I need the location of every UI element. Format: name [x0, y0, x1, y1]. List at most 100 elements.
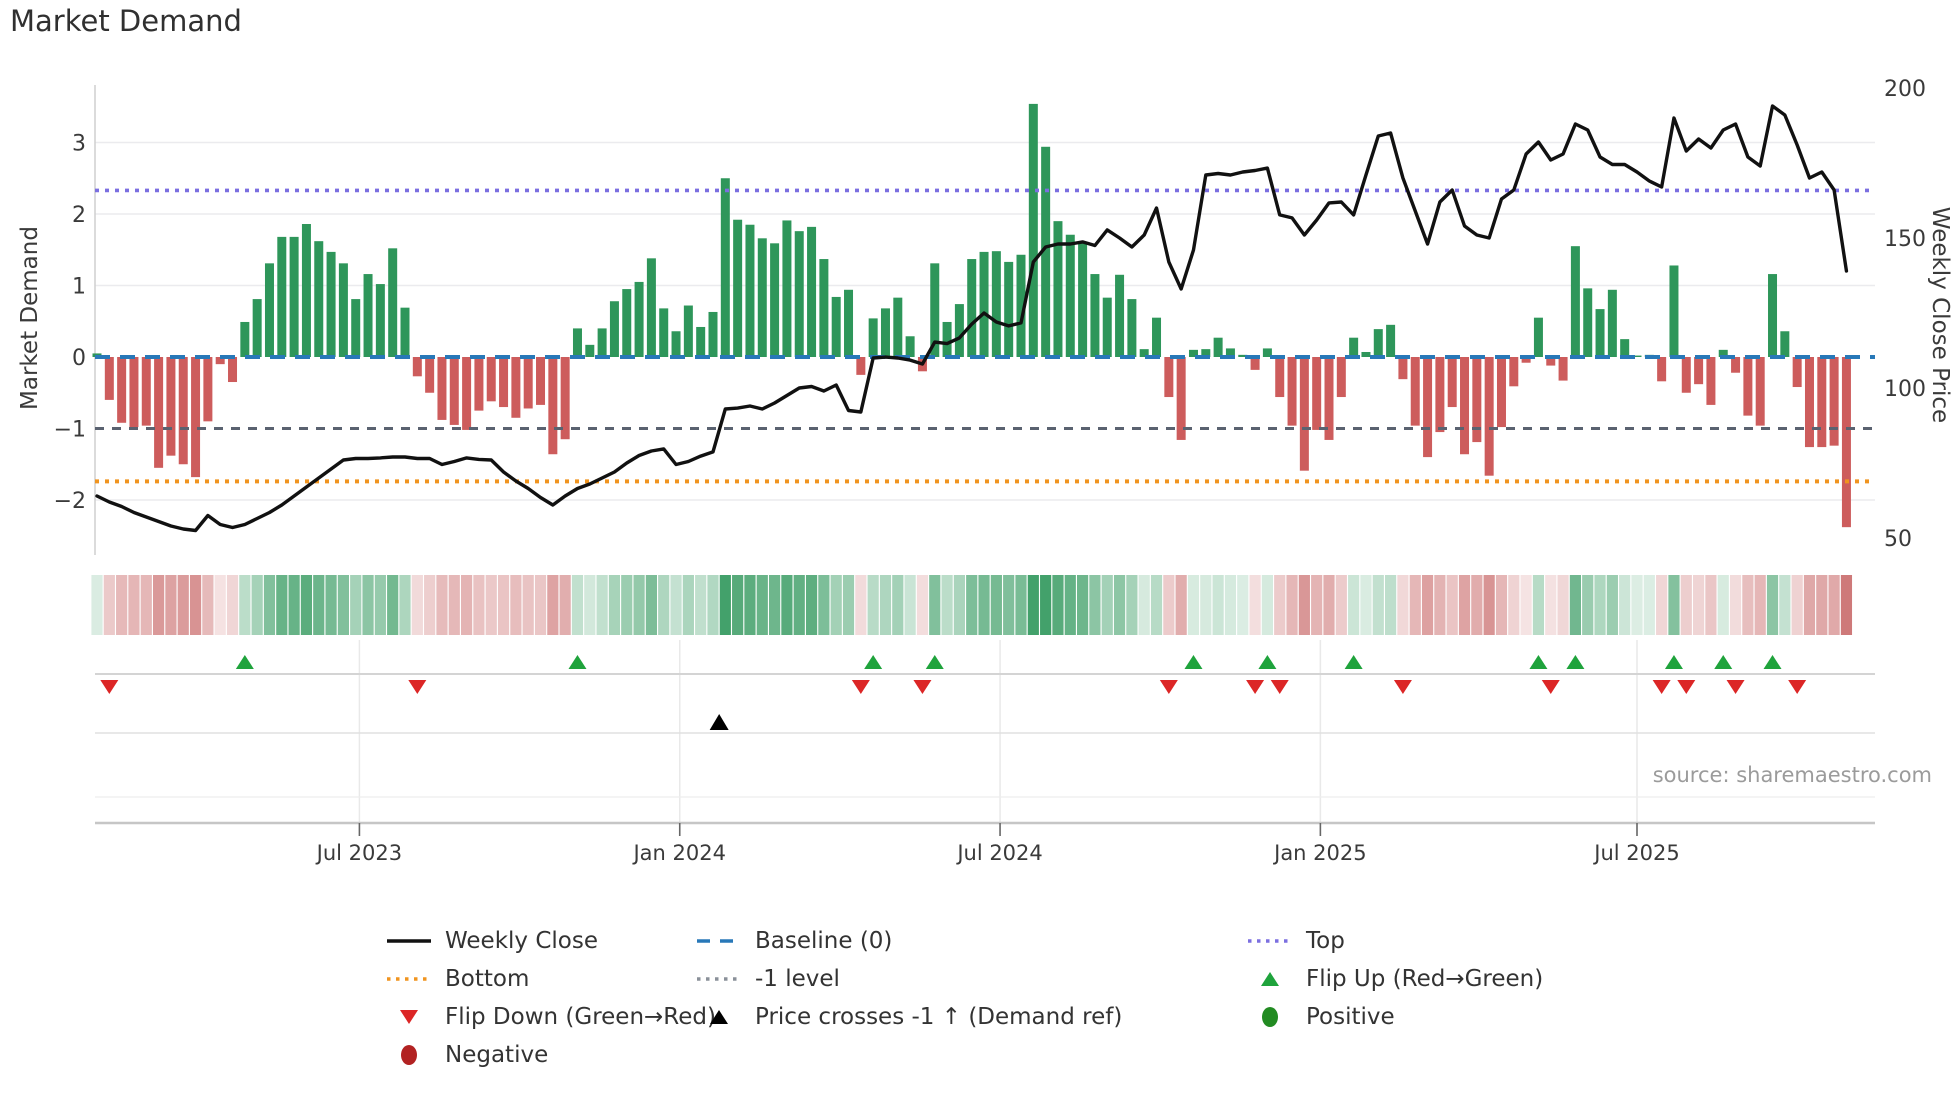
legend-label: Positive — [1306, 1004, 1395, 1030]
demand-bar-negative — [1558, 357, 1568, 381]
demand-bar-positive — [1533, 317, 1543, 357]
demand-bar-positive — [622, 289, 632, 357]
flip-up-marker — [1184, 655, 1203, 669]
demand-bar-positive — [1078, 243, 1088, 357]
demand-bar-negative — [548, 357, 558, 455]
heatmap-cell — [1397, 575, 1409, 635]
demand-bar-positive — [1225, 348, 1235, 357]
demand-bar-positive — [770, 243, 780, 357]
demand-bar-negative — [1657, 357, 1667, 382]
heatmap-cell — [608, 575, 621, 635]
demand-bar-positive — [942, 321, 952, 357]
legend-swatch-triangle-up — [695, 1002, 747, 1032]
demand-bar-negative — [1792, 357, 1802, 388]
demand-bar-positive — [609, 301, 619, 357]
demand-bar-positive — [1768, 274, 1778, 357]
heatmap-cell — [879, 575, 892, 635]
heatmap-cell — [559, 575, 571, 635]
heatmap-cell — [1027, 575, 1039, 635]
heatmap-cell — [1754, 575, 1766, 635]
legend-column: Baseline (0) -1 level Price crosses -1 ↑ (… — [695, 922, 1122, 1036]
demand-bar-negative — [1423, 357, 1433, 458]
demand-bar-positive — [831, 296, 841, 357]
heatmap-cell — [510, 575, 522, 635]
demand-bar-negative — [1435, 357, 1445, 433]
demand-bar-negative — [437, 357, 447, 420]
heatmap-cell — [1261, 575, 1273, 635]
heatmap-cell — [153, 575, 165, 635]
heatmap-cell — [1286, 575, 1298, 635]
heatmap-cell — [1717, 575, 1729, 635]
flip-down-marker — [1270, 680, 1289, 694]
demand-bar-positive — [1127, 299, 1137, 357]
legend-column: Top Flip Up (Red→Green) Positive — [1246, 922, 1543, 1036]
heatmap-cell — [485, 575, 497, 635]
heatmap-cell — [1052, 575, 1064, 635]
heatmap-cell — [990, 575, 1002, 635]
demand-bar-negative — [215, 357, 225, 365]
heatmap-cell — [116, 575, 128, 635]
heatmap-cell — [867, 575, 879, 635]
heatmap-cell — [904, 575, 916, 635]
flip-down-marker — [1246, 680, 1265, 694]
heatmap-cell — [1532, 575, 1545, 635]
demand-bar-positive — [930, 263, 940, 357]
demand-bar-positive — [807, 226, 817, 357]
demand-bar-negative — [523, 357, 533, 409]
heatmap-cell — [769, 575, 781, 635]
demand-bar-negative — [228, 357, 238, 383]
left-axis-tick: 3 — [72, 132, 86, 157]
flip-down-marker — [1726, 680, 1745, 694]
legend-label: -1 level — [755, 966, 840, 992]
demand-bar-negative — [560, 357, 570, 440]
weekly-close-line — [95, 104, 1849, 533]
heatmap-cell — [978, 575, 990, 635]
heatmap-cell — [534, 575, 547, 635]
demand-bar-positive — [1016, 254, 1026, 357]
heatmap-cell — [448, 575, 460, 635]
heatmap-cell — [1077, 575, 1089, 635]
demand-bar-negative — [1324, 357, 1334, 440]
flip-up-marker — [1566, 655, 1585, 669]
heatmap-cell — [658, 575, 670, 635]
demand-bar-positive — [1570, 246, 1580, 357]
heatmap-cell — [436, 575, 448, 635]
demand-bar-positive — [240, 321, 250, 357]
heatmap-cell — [128, 575, 140, 635]
demand-bar-positive — [326, 251, 336, 357]
demand-bar-positive — [1386, 324, 1396, 357]
heatmap-cell — [1766, 575, 1779, 635]
demand-bar-positive — [1632, 355, 1642, 357]
heatmap-cell — [1360, 575, 1372, 635]
demand-bar-positive — [1102, 297, 1112, 357]
demand-bar-positive — [1090, 274, 1100, 357]
heatmap-cell — [1163, 575, 1175, 635]
demand-bar-positive — [634, 281, 644, 357]
demand-bar-positive — [757, 238, 767, 357]
heatmap-cell — [805, 575, 818, 635]
heatmap-cell — [1582, 575, 1594, 635]
page-title: Market Demand — [10, 4, 242, 38]
heatmap-cell — [202, 575, 214, 635]
heatmap-cell — [1446, 575, 1458, 635]
demand-bar-negative — [1460, 357, 1470, 455]
heatmap-cell — [1003, 575, 1015, 635]
demand-bar-positive — [954, 304, 964, 357]
heatmap-cell — [522, 575, 534, 635]
heatmap-cell — [1840, 575, 1853, 635]
demand-bar-positive — [905, 336, 915, 357]
heatmap-cell — [547, 575, 559, 635]
legend-item: Price crosses -1 ↑ (Demand ref) — [695, 998, 1122, 1036]
demand-bar-negative — [1336, 357, 1346, 398]
heatmap-cell — [1113, 575, 1126, 635]
heatmap-cell — [263, 575, 276, 635]
flip-down-marker — [1393, 680, 1412, 694]
legend-label: Top — [1306, 928, 1345, 954]
heatmap-cell — [719, 575, 731, 635]
heatmap-cell — [744, 575, 756, 635]
demand-bar-positive — [893, 297, 903, 357]
legend-swatch-triangle-up — [1246, 964, 1298, 994]
heatmap-cell — [1064, 575, 1076, 635]
demand-bar-negative — [1250, 357, 1260, 370]
demand-bar-negative — [129, 357, 139, 428]
